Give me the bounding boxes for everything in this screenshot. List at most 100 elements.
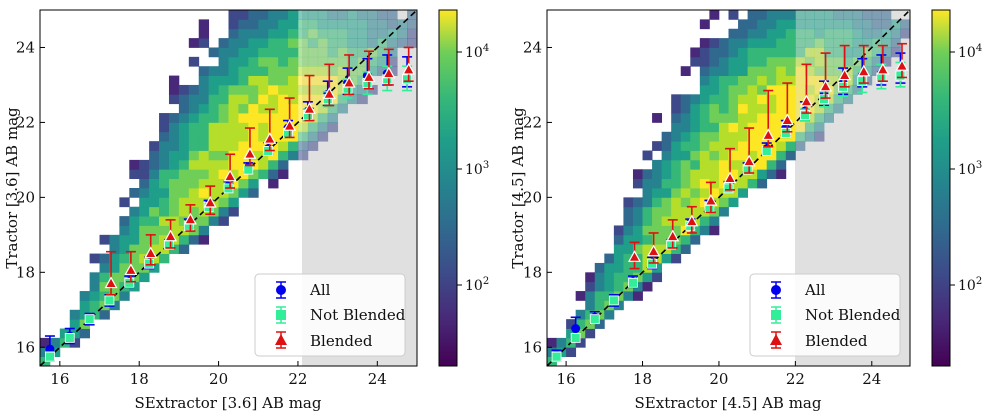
legend-label-blended: Blended (310, 332, 373, 350)
heatmap-cell (632, 197, 643, 208)
heatmap-cell (747, 47, 758, 58)
heatmap-cell (671, 131, 682, 142)
heatmap-cell (258, 38, 269, 48)
colorbar-tick-1e2: 102 (958, 276, 982, 294)
x-tick-label: 20 (709, 370, 728, 388)
heatmap-cell (297, 141, 309, 151)
heatmap-cell (757, 122, 768, 133)
x-tick-label: 16 (557, 370, 576, 388)
y-tick-label: 16 (16, 338, 35, 356)
heatmap-cell (594, 272, 605, 283)
heatmap-cell (357, 10, 368, 20)
point-blended (322, 63, 336, 107)
heatmap-cell (652, 159, 663, 170)
heatmap-cell (766, 122, 777, 133)
heatmap-cell (149, 225, 160, 236)
heatmap-cell (238, 28, 249, 39)
legend-label-all: All (804, 281, 826, 299)
heatmap-cell (317, 131, 329, 142)
heatmap-cell (709, 141, 720, 151)
heatmap-cell (327, 122, 339, 133)
heatmap-cell (297, 75, 309, 86)
x-tick-label: 24 (862, 370, 881, 388)
heatmap-cell (288, 47, 299, 58)
heatmap-cell (776, 141, 787, 151)
heatmap-cell (198, 94, 210, 105)
heatmap-cell (738, 188, 748, 198)
heatmap-cell (680, 206, 691, 217)
heatmap-cell (718, 131, 729, 142)
heatmap-cell (766, 38, 777, 48)
point-blended (223, 153, 237, 189)
legend-label-not-blended: Not Blended (310, 306, 406, 324)
heatmap-cell (248, 56, 259, 67)
heatmap-cell (738, 131, 748, 142)
heatmap-cell (347, 10, 358, 20)
heatmap-cell (168, 159, 180, 170)
heatmap-cell (623, 206, 634, 217)
heatmap-cell (208, 84, 219, 95)
density-heatmap (40, 10, 417, 366)
heatmap-cell (690, 234, 701, 245)
heatmap-cell (238, 131, 249, 142)
heatmap-cell (367, 56, 378, 67)
heatmap-cell (278, 159, 289, 170)
heatmap-cell (198, 150, 210, 161)
heatmap-cell (238, 150, 249, 161)
heatmap-cell (814, 56, 825, 67)
heatmap-cell (159, 113, 170, 123)
heatmap-cell (785, 38, 796, 48)
heatmap-cell (367, 38, 378, 48)
heatmap-cell (766, 94, 777, 105)
heatmap-cell (347, 56, 358, 67)
y-ticks: 16 18 20 22 24 (16, 38, 45, 356)
point-blended (124, 250, 138, 283)
heatmap-cell (785, 10, 796, 20)
heatmap-cell (900, 19, 910, 30)
heatmap-cell (198, 141, 210, 151)
heatmap-cell (317, 28, 329, 39)
heatmap-cell (709, 225, 720, 236)
heatmap-cell (288, 103, 299, 114)
heatmap-cell (268, 28, 279, 39)
heatmap-cell (337, 56, 348, 67)
heatmap-cell (208, 122, 219, 133)
y-tick-label: 20 (16, 188, 35, 206)
heatmap-cell (709, 216, 720, 226)
heatmap-cell (757, 94, 768, 105)
heatmap-cell (218, 56, 229, 67)
heatmap-cell (208, 206, 219, 217)
heatmap-cell (149, 262, 160, 273)
heatmap-cell (159, 206, 170, 217)
heatmap-cell (833, 56, 844, 67)
heatmap-cell (258, 169, 269, 180)
heatmap-cell (149, 234, 160, 245)
heatmap-cell (159, 178, 170, 189)
heatmap-cell (776, 56, 787, 67)
heatmap-cell (738, 75, 748, 86)
heatmap-cell (297, 19, 309, 30)
heatmap-cell (159, 159, 170, 170)
heatmap-cell (297, 122, 309, 133)
heatmap-cell (728, 141, 739, 151)
y-tick-label: 16 (523, 338, 542, 356)
heatmap-cell (680, 94, 691, 105)
heatmap-cell (258, 131, 269, 142)
heatmap-cell (814, 10, 825, 20)
heatmap-cell (337, 47, 348, 58)
heatmap-cell (804, 10, 815, 20)
heatmap-cell (407, 38, 417, 48)
heatmap-cell (307, 131, 319, 142)
heatmap-cell (824, 113, 834, 123)
heatmap-cell (718, 47, 729, 58)
heatmap-cell (317, 113, 329, 123)
legend-box (254, 273, 406, 357)
heatmap-cell (218, 206, 229, 217)
heatmap-cell (776, 10, 787, 20)
heatmap-cell (188, 84, 200, 95)
heatmap-cell (699, 66, 710, 76)
point-not-blended (551, 351, 562, 362)
heatmap-cell (258, 19, 269, 30)
heatmap-cell (661, 169, 672, 180)
heatmap-cell (585, 281, 596, 292)
